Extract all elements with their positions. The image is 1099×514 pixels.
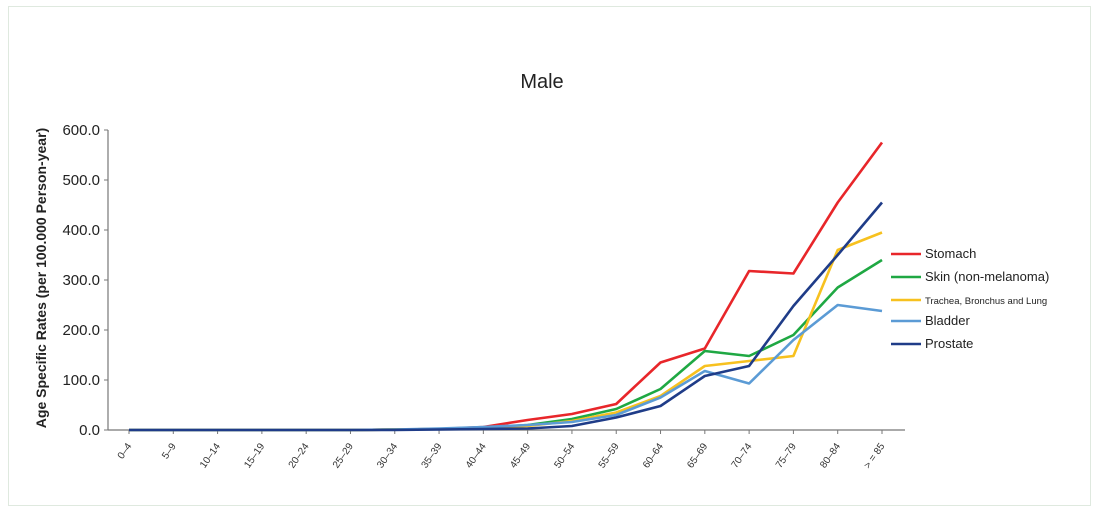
x-tick-label: 50–54 xyxy=(552,441,577,470)
x-tick-label: 0–4 xyxy=(116,441,135,461)
y-axis-label: Age Specific Rates (per 100.000 Person-y… xyxy=(33,128,49,428)
series-layer xyxy=(129,141,884,432)
x-tick-label: 25–29 xyxy=(331,441,356,470)
x-tick-label: 20–24 xyxy=(287,441,312,470)
legend-label-prostate: Prostate xyxy=(925,336,973,351)
y-tick-label: 0.0 xyxy=(79,422,100,439)
series-line-prostate xyxy=(129,201,883,432)
x-tick-label: > = 85 xyxy=(862,441,888,471)
series-line-trachea-bronchus-and-lung xyxy=(129,231,883,432)
y-tick-label: 400.0 xyxy=(62,222,100,239)
x-tick-label: 40–44 xyxy=(464,441,489,470)
x-tick-label: 45–49 xyxy=(508,441,533,470)
series-line-stomach xyxy=(129,141,884,432)
x-tick-label: 5–9 xyxy=(160,441,179,461)
legend-label-bladder: Bladder xyxy=(925,313,970,328)
legend-label-trachea-bronchus-and-lung: Trachea, Bronchus and Lung xyxy=(925,296,1047,307)
series-line-bladder xyxy=(129,303,883,432)
y-tick-label: 300.0 xyxy=(62,272,100,289)
x-tick-label: 80–84 xyxy=(818,441,843,470)
y-tick-label: 100.0 xyxy=(62,372,100,389)
x-tick-label: 35–39 xyxy=(420,441,445,470)
x-tick-label: 75–79 xyxy=(774,441,799,470)
legend-label-stomach: Stomach xyxy=(925,246,976,261)
series-line-skin-non-melanoma xyxy=(129,258,883,432)
y-tick-label: 600.0 xyxy=(62,122,100,139)
x-tick-label: 70–74 xyxy=(730,441,755,470)
x-tick-label: 55–59 xyxy=(597,441,622,470)
legend: Stomach Skin (non-melanoma) Trachea, Bronc… xyxy=(891,246,1049,351)
x-tick-label: 15–19 xyxy=(242,441,267,470)
y-tick-label: 500.0 xyxy=(62,172,100,189)
x-tick-label: 30–34 xyxy=(375,441,400,470)
x-tick-label: 10–14 xyxy=(198,441,223,470)
x-tick-label: 60–64 xyxy=(641,441,666,470)
axes: 0.0 100.0 200.0 300.0 400.0 500.0 600.0 0–4 5–9 1… xyxy=(62,122,905,471)
x-tick-label: 65–69 xyxy=(685,441,710,470)
legend-label-skin-non-melanoma: Skin (non-melanoma) xyxy=(925,269,1049,284)
chart-title: Male xyxy=(520,71,563,93)
y-tick-label: 200.0 xyxy=(62,322,100,339)
